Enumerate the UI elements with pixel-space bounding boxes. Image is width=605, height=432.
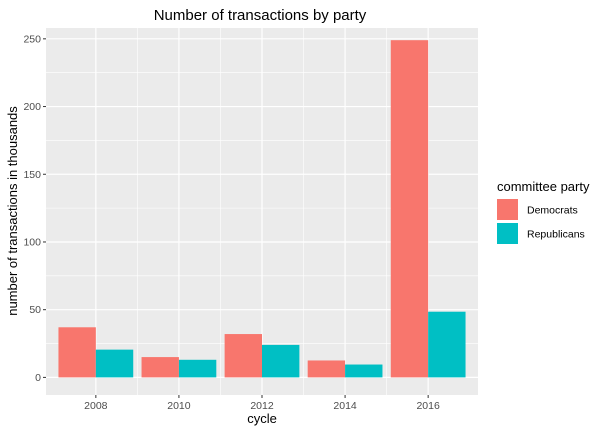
x-tick-label: 2014 <box>333 400 357 412</box>
bar-republicans-2010 <box>178 359 217 378</box>
x-axis: 2008 2010 2012 2014 2016 <box>84 395 440 412</box>
bar-republicans-2014 <box>345 364 383 378</box>
x-axis-label: cycle <box>247 411 277 426</box>
bar-republicans-2008 <box>95 349 134 378</box>
y-tick-label: 0 <box>35 372 41 384</box>
y-tick-label: 150 <box>23 169 41 181</box>
legend-label-republicans: Republicans <box>527 229 585 241</box>
legend-key-democrats <box>497 199 518 220</box>
bar-democrats-2016 <box>390 40 429 378</box>
y-axis-label: number of transactions in thousands <box>5 106 20 316</box>
bar-democrats-2012 <box>224 334 262 378</box>
chart-title: Number of transactions by party <box>154 7 367 24</box>
x-tick-label: 2016 <box>416 400 440 412</box>
x-tick-label: 2010 <box>167 400 191 412</box>
legend: committee party Democrats Republicans <box>497 179 590 244</box>
bar-democrats-2014 <box>307 360 346 378</box>
x-tick-label: 2008 <box>84 400 108 412</box>
y-axis: 0 50 100 150 200 250 <box>23 33 46 384</box>
y-tick-label: 100 <box>23 236 41 248</box>
bar-republicans-2012 <box>262 344 300 378</box>
y-tick-label: 200 <box>23 101 41 113</box>
bar-democrats-2008 <box>58 327 96 378</box>
legend-key-republicans <box>497 223 518 244</box>
y-tick-label: 250 <box>23 33 41 45</box>
legend-label-democrats: Democrats <box>527 205 578 217</box>
x-tick-label: 2012 <box>250 400 274 412</box>
bars <box>58 40 466 378</box>
bar-republicans-2016 <box>428 311 466 378</box>
legend-title: committee party <box>497 179 590 194</box>
y-tick-label: 50 <box>29 304 41 316</box>
bar-democrats-2010 <box>141 357 179 378</box>
